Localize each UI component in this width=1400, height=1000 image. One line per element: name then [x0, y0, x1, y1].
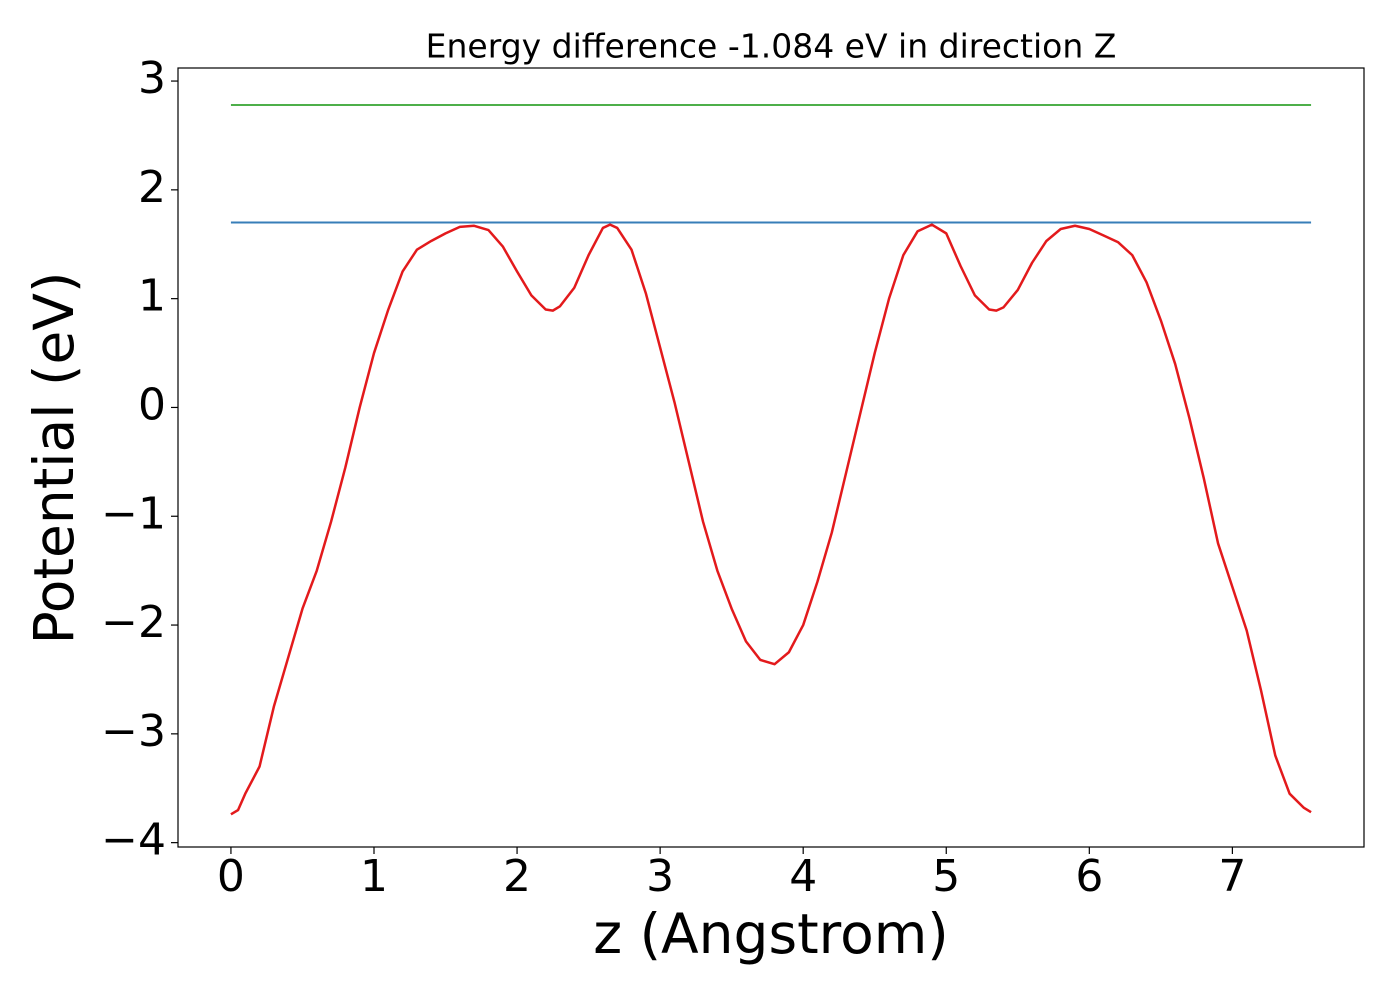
x-tick-label: 7 [1218, 851, 1246, 902]
y-tick-label: −3 [101, 706, 166, 757]
y-tick-label: −2 [101, 597, 166, 648]
y-tick-label: 0 [138, 379, 166, 430]
x-tick-label: 4 [789, 851, 817, 902]
y-tick-label: 2 [138, 162, 166, 213]
y-tick-label: 3 [138, 53, 166, 104]
x-axis-label: z (Angstrom) [593, 902, 949, 966]
series-line [230, 223, 1312, 816]
y-axis-label: Potential (eV) [22, 272, 86, 645]
x-tick-label: 1 [360, 851, 388, 902]
y-tick-label: 1 [138, 271, 166, 322]
x-tick-label: 3 [646, 851, 674, 902]
y-tick-label: −1 [101, 488, 166, 539]
x-tick-label: 5 [932, 851, 960, 902]
x-tick-label: 2 [503, 851, 531, 902]
x-tick-label: 6 [1075, 851, 1103, 902]
plot-frame [177, 67, 1365, 848]
chart-title: Energy difference -1.084 eV in direction… [426, 27, 1117, 66]
x-tick-label: 0 [217, 851, 245, 902]
y-tick-label: −4 [101, 815, 166, 866]
